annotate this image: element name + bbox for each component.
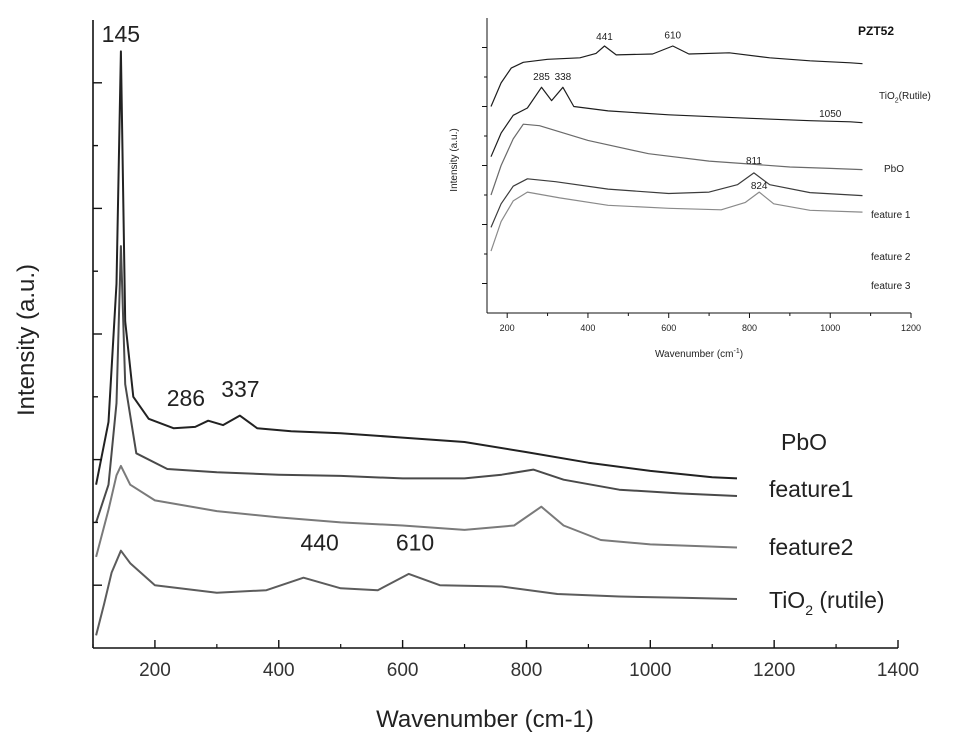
peak-label: 1050: [819, 109, 842, 120]
series-label: feature2: [769, 534, 853, 560]
series-label-main: feature 1: [871, 210, 911, 221]
peak-label: 610: [664, 31, 681, 42]
series-line: [95, 464, 738, 558]
main-series-labels: PbO feature1 feature2 TiO2 (rutile): [769, 429, 885, 618]
main-x-tick-labels: 200 400 600 800 1000 1200 1400: [139, 660, 919, 681]
series-label-tail: (rutile): [813, 587, 885, 613]
series-label: feature 1: [871, 210, 911, 221]
series-label: PbO: [884, 164, 904, 175]
peak-label: 285: [533, 72, 550, 83]
series-line: [95, 245, 738, 523]
series-label: feature 3: [871, 281, 911, 292]
x-tick-label: 1000: [629, 660, 671, 681]
peak-label: 145: [102, 21, 140, 47]
inset-x-tick-labels: 200 400 600 800 1000 1200: [500, 323, 921, 333]
x-tick-label: 400: [263, 660, 295, 681]
peak-label: 337: [221, 376, 259, 402]
inset-x-axis-title-tail: ): [740, 349, 743, 360]
x-tick-label: 200: [500, 323, 515, 333]
main-peak-labels: 145 286 337 440 610: [102, 21, 435, 556]
x-tick-label: 800: [742, 323, 757, 333]
inset-y-ticks: [482, 47, 487, 284]
inset-chart: 200 400 600 800 1000 1200 441 610 285 338 1050 811…: [449, 18, 931, 360]
x-tick-label: 800: [511, 660, 543, 681]
main-x-axis-title: Wavenumber (cm-1): [376, 706, 594, 733]
x-tick-label: 600: [387, 660, 419, 681]
inset-x-axis-title: Wavenumber (cm-1): [655, 348, 743, 360]
main-x-ticks: [92, 640, 899, 648]
series-label: feature1: [769, 476, 853, 502]
series-label: feature 2: [871, 252, 911, 263]
main-chart: 200 400 600 800 1000 1200 1400 145 286 337 440 610…: [13, 20, 919, 733]
x-tick-label: 200: [139, 660, 171, 681]
inset-peak-labels: 441 610 285 338 1050 811 824: [533, 31, 842, 192]
peak-label: 440: [300, 530, 338, 556]
inset-x-ticks: [506, 313, 912, 318]
series-line: [95, 549, 738, 636]
x-tick-label: 400: [580, 323, 595, 333]
series-label: TiO2(Rutile): [879, 91, 931, 105]
series-line: [490, 45, 863, 107]
inset-y-axis-title: Intensity (a.u.): [449, 128, 460, 191]
series-line: [490, 172, 863, 228]
inset-x-axis-title-main: Wavenumber (cm: [655, 349, 734, 360]
series-label-main: feature2: [769, 534, 853, 560]
peak-label: 286: [167, 385, 205, 411]
x-tick-label: 1200: [901, 323, 921, 333]
inset-series-labels: TiO2(Rutile) PbO feature 1 feature 2 feature…: [871, 91, 931, 292]
series-label-main: feature 2: [871, 252, 911, 263]
x-tick-label: 1200: [753, 660, 795, 681]
inset-title: PZT52: [858, 24, 894, 38]
inset-curves: [490, 45, 863, 252]
series-label-main: PbO: [884, 164, 904, 175]
series-line: [490, 191, 863, 252]
series-label-sub: 2: [895, 98, 899, 105]
series-label: TiO2 (rutile): [769, 587, 885, 618]
series-label: PbO: [781, 429, 827, 455]
peak-label: 824: [751, 181, 768, 192]
main-y-axis-title: Intensity (a.u.): [13, 264, 40, 416]
main-curves: [95, 50, 738, 636]
series-label-main: TiO: [769, 587, 805, 613]
peak-label: 811: [746, 156, 762, 167]
x-tick-label: 1000: [820, 323, 840, 333]
series-line: [490, 86, 863, 157]
peak-label: 338: [555, 72, 572, 83]
series-label-tail: (Rutile): [899, 91, 931, 102]
x-tick-label: 600: [661, 323, 676, 333]
x-tick-label: 1400: [877, 660, 919, 681]
inset-x-axis-title-sup: -1: [733, 348, 739, 355]
series-label-sub: 2: [805, 602, 813, 618]
series-label-main: feature1: [769, 476, 853, 502]
series-line: [490, 123, 863, 196]
peak-label: 441: [596, 32, 613, 43]
series-line: [95, 50, 738, 485]
series-label-main: PbO: [781, 429, 827, 455]
series-label-main: feature 3: [871, 281, 911, 292]
peak-label: 610: [396, 530, 434, 556]
series-label-main: TiO: [879, 91, 895, 102]
main-y-ticks: [93, 82, 102, 586]
